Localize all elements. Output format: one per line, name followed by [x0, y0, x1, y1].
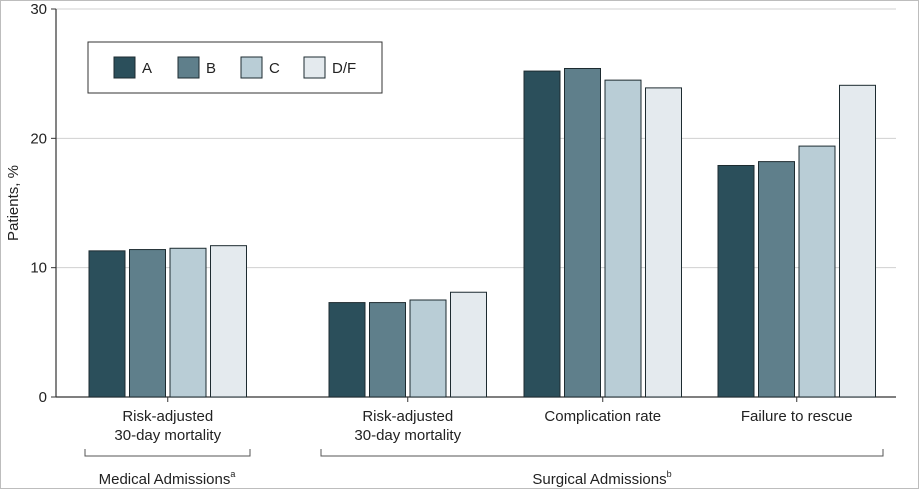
legend-label-a: A — [142, 60, 152, 77]
group-label-superscript-2: b — [667, 469, 672, 479]
legend-swatch-df — [303, 56, 326, 79]
bar-a-cat3 — [523, 70, 561, 398]
legend-label-b: B — [206, 60, 216, 77]
bar-df-cat3 — [645, 87, 682, 398]
legend-label-df: D/F — [332, 60, 356, 77]
bar-a-cat1 — [88, 250, 126, 398]
category-label-3-line1: Complication rate — [544, 408, 661, 425]
bar-b-cat1 — [129, 249, 166, 398]
bar-a-cat4 — [717, 164, 755, 398]
y-tick-label-10: 10 — [30, 260, 47, 277]
group-label-superscript-1: a — [230, 469, 235, 479]
group-bracket-2 — [320, 449, 884, 457]
y-tick-label-30: 30 — [30, 1, 47, 18]
bar-b-cat2 — [369, 302, 406, 398]
legend-label-c: C — [269, 60, 280, 77]
legend-swatch-c — [240, 56, 263, 79]
category-label-2-line2: 30-day mortality — [354, 427, 461, 444]
y-axis-title: Patients, % — [5, 165, 22, 241]
bar-b-cat4 — [758, 161, 795, 398]
category-label-4-line1: Failure to rescue — [741, 408, 853, 425]
legend-box — [87, 41, 383, 94]
group-label-1: Medical Admissionsa — [99, 469, 236, 488]
group-bracket-1 — [84, 449, 251, 457]
category-label-1-line2: 30-day mortality — [114, 427, 221, 444]
bar-a-cat2 — [328, 302, 366, 398]
category-label-2-line1: Risk-adjusted — [362, 408, 453, 425]
category-label-1-line1: Risk-adjusted — [122, 408, 213, 425]
bar-c-cat3 — [604, 79, 642, 398]
bar-c-cat1 — [169, 247, 207, 398]
y-tick-label-20: 20 — [30, 130, 47, 147]
group-label-2: Surgical Admissionsb — [532, 469, 671, 488]
legend-swatch-a — [113, 56, 136, 79]
legend-swatch-b — [177, 56, 200, 79]
bar-b-cat3 — [564, 67, 601, 398]
bar-df-cat4 — [839, 84, 876, 398]
y-tick-label-0: 0 — [39, 389, 47, 406]
bar-c-cat2 — [409, 299, 447, 398]
bar-c-cat4 — [798, 145, 836, 398]
bar-df-cat2 — [450, 291, 487, 398]
bar-df-cat1 — [210, 245, 247, 398]
